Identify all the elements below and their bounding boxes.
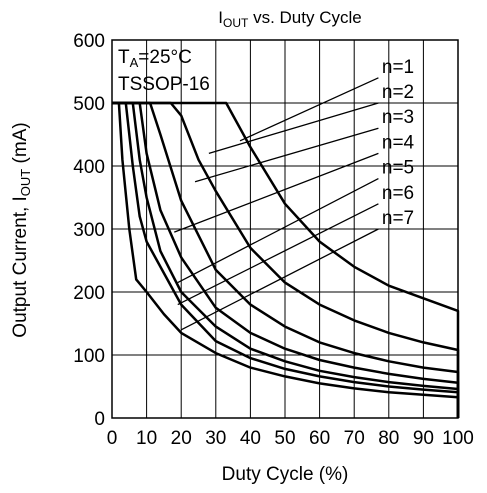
series-label-n-5: n=5 xyxy=(382,158,414,179)
x-tick-label: 90 xyxy=(413,428,434,449)
conditions-box: TA=25°C TSSOP-16 xyxy=(118,47,210,95)
y-tick-label: 600 xyxy=(73,31,105,52)
series-label-n-1: n=1 xyxy=(382,57,414,78)
x-tick-label: 60 xyxy=(309,428,330,449)
y-tick-label: 300 xyxy=(73,220,105,241)
series-line-n-3 xyxy=(112,101,460,418)
y-tick-label: 500 xyxy=(73,94,105,115)
leader-line xyxy=(177,178,379,284)
x-axis-title: Duty Cycle (%) xyxy=(222,464,349,485)
y-tick-label: 400 xyxy=(73,157,105,178)
series-line-n-1 xyxy=(112,101,460,418)
leader-line xyxy=(208,102,379,155)
x-tick-label: 70 xyxy=(344,428,365,449)
x-tick-label: 30 xyxy=(205,428,226,449)
leader-line xyxy=(177,203,379,306)
series-label-n-3: n=3 xyxy=(382,107,414,128)
series-label-n-2: n=2 xyxy=(382,82,414,103)
x-tick-label: 80 xyxy=(378,428,399,449)
y-axis-ticks: 0 100 200 300 400 500 600 xyxy=(73,31,105,430)
series-line-n-6 xyxy=(112,101,460,418)
series-line-n-4 xyxy=(112,101,460,418)
temperature-label: TA=25°C xyxy=(118,47,192,70)
series-curves xyxy=(112,101,460,418)
y-axis-title: Output Current, IOUT (mA) xyxy=(10,122,33,337)
y-tick-label: 0 xyxy=(94,409,105,430)
x-tick-label: 50 xyxy=(274,428,295,449)
series-label-n-7: n=7 xyxy=(382,208,414,229)
plot-frame xyxy=(111,39,459,419)
series-label-n-6: n=6 xyxy=(382,183,414,204)
y-tick-label: 200 xyxy=(73,283,105,304)
leader-line xyxy=(239,77,379,142)
x-tick-label: 10 xyxy=(136,428,157,449)
x-axis-ticks: 0 10 20 30 40 50 60 70 80 90 100 xyxy=(107,428,474,449)
leader-line xyxy=(180,228,379,331)
x-tick-label: 0 xyxy=(107,428,118,449)
y-tick-label: 100 xyxy=(73,346,105,367)
series-label-n-4: n=4 xyxy=(382,132,415,153)
leader-line xyxy=(194,127,379,183)
series-line-n-2 xyxy=(112,101,460,418)
x-tick-label: 40 xyxy=(240,428,261,449)
series-labels: n=1 n=2 n=3 n=4 n=5 n=6 n=7 xyxy=(382,57,415,229)
x-tick-label: 20 xyxy=(171,428,192,449)
chart-title: IOUT vs. Duty Cycle xyxy=(218,8,361,30)
leader-line xyxy=(174,152,379,233)
x-tick-label: 100 xyxy=(442,428,474,449)
package-label: TSSOP-16 xyxy=(118,74,210,95)
series-line-n-5 xyxy=(112,101,460,418)
label-leaders xyxy=(174,77,379,331)
series-line-n-7 xyxy=(112,101,460,418)
